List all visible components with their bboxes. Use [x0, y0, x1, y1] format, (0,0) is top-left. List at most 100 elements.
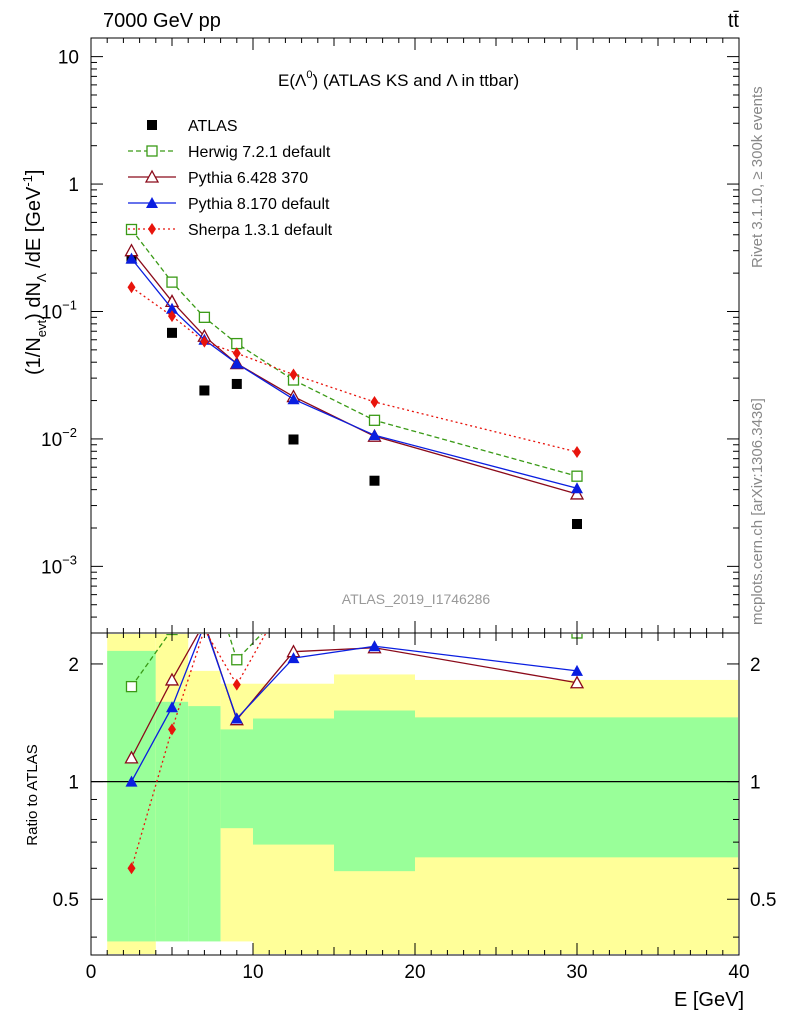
- ratio-y-tick-label-right: 0.5: [750, 890, 776, 911]
- ratio-point: [230, 712, 243, 724]
- plot-title: E(Λ0) (ATLAS KS and Λ in ttbar): [278, 69, 519, 90]
- ratio-point: [571, 664, 583, 676]
- header-collision: 7000 GeV pp: [103, 10, 221, 32]
- data-point: [289, 368, 298, 381]
- series-atlas: [126, 253, 582, 530]
- y-tick-label: 10−2: [41, 425, 77, 451]
- data-point: [167, 327, 177, 338]
- data-point: [573, 445, 581, 458]
- ratio-point: [125, 680, 138, 693]
- ratio-point: [289, 596, 299, 606]
- stat-band: [188, 706, 221, 942]
- ratio-point: [164, 672, 180, 686]
- series-line: [130, 229, 578, 477]
- series-herwig-7-2-1-default: [125, 223, 583, 482]
- data-point: [571, 470, 583, 482]
- stat-band: [155, 701, 189, 942]
- ratio-line: [130, 634, 263, 687]
- series-line: [130, 250, 578, 495]
- stat-band: [220, 729, 253, 829]
- ratio-point: [232, 678, 241, 691]
- data-point: [571, 482, 583, 494]
- ratio-y-tick-label-right: 2: [750, 655, 761, 676]
- series-line: [130, 258, 578, 489]
- y-tick-label: 10−3: [41, 552, 77, 578]
- data-point: [368, 414, 381, 426]
- ratio-point: [290, 578, 298, 590]
- y-axis-label: (1/Nevt) dNΛ /dE [GeV-1]: [20, 170, 49, 375]
- ratio-point: [371, 536, 379, 548]
- x-axis-label: E [GeV]: [674, 989, 744, 1011]
- ratio-point: [168, 723, 176, 736]
- data-point: [198, 311, 211, 323]
- ratio-series-herwig-7-2-1-default: [125, 550, 583, 693]
- ratio-point: [573, 554, 581, 566]
- legend-label: Pythia 8.170 default: [188, 196, 330, 213]
- data-point: [200, 335, 209, 348]
- ratio-series-pythia-8-170-default: [125, 634, 583, 787]
- series-pythia-6-428-370: [124, 243, 585, 500]
- rivet-version-label: Rivet 3.1.10, ≥ 300k events: [749, 86, 766, 268]
- ratio-y-tick-label: 0.5: [53, 890, 79, 911]
- analysis-watermark: ATLAS_2019_I1746286: [342, 591, 491, 607]
- series-pythia-8-170-default: [125, 252, 583, 494]
- x-tick-label: 0: [86, 962, 97, 983]
- ratio-point: [124, 750, 139, 764]
- series-sherpa-1-3-1-default: [127, 281, 581, 458]
- x-tick-label: 40: [728, 962, 749, 983]
- stat-band: [334, 710, 415, 872]
- legend-label: Sherpa 1.3.1 default: [188, 222, 333, 239]
- legend-marker: [146, 145, 158, 157]
- legend: ATLAS Herwig 7.2.1 default Pythia 6.428 37…: [128, 118, 333, 239]
- data-point: [232, 347, 241, 360]
- legend-label: Herwig 7.2.1 default: [188, 144, 331, 161]
- data-point: [369, 475, 380, 486]
- ratio-point: [198, 617, 210, 628]
- legend-marker: [144, 169, 160, 183]
- legend-label: ATLAS: [188, 118, 238, 135]
- data-point: [230, 357, 243, 369]
- upper-panel: 10 1 10−1 10−2 10−3 E(Λ0) (ATLAS KS and Λ in…: [20, 37, 740, 634]
- ratio-y-tick-label-right: 1: [750, 773, 761, 794]
- data-point: [166, 276, 178, 288]
- series-line: [131, 286, 578, 453]
- data-point: [569, 486, 585, 500]
- legend-entry-pythia-8-170-default: Pythia 8.170 default: [128, 196, 330, 213]
- data-point: [288, 434, 299, 445]
- ratio-series-sherpa-1-3-1-default: [127, 536, 581, 875]
- y-tick-label: 1: [68, 175, 79, 196]
- x-tick-label: 20: [404, 962, 425, 983]
- data-point: [231, 337, 243, 350]
- ratio-point: [166, 701, 178, 713]
- stat-band: [107, 650, 156, 942]
- mcplots-reference-label: mcplots.cern.ch [arXiv:1306.3436]: [749, 398, 766, 625]
- data-point: [127, 281, 136, 294]
- ratio-point: [127, 862, 136, 875]
- ratio-point: [125, 775, 138, 787]
- y-tick-label: 10: [58, 48, 79, 69]
- data-point: [370, 395, 379, 408]
- data-point: [287, 393, 300, 405]
- data-point: [368, 429, 381, 441]
- legend-marker: [146, 197, 158, 208]
- data-point: [199, 385, 210, 396]
- ratio-point: [231, 654, 243, 666]
- x-tick-label: 10: [242, 962, 263, 983]
- legend-marker: [148, 223, 156, 235]
- ratio-point: [569, 675, 585, 689]
- y-tick-label: 10−1: [41, 297, 77, 323]
- data-point: [231, 378, 242, 389]
- ratio-point: [287, 652, 300, 664]
- data-point: [572, 519, 582, 530]
- data-point: [125, 223, 138, 236]
- x-tick-label: 30: [566, 962, 587, 983]
- header-process: tt̄: [728, 10, 740, 32]
- ratio-point: [199, 550, 209, 560]
- data-point: [166, 302, 178, 314]
- ratio-panel: 0.5 0.51 12 20 10 20 30 40 Ratio to ATLAS E [Ge…: [24, 536, 776, 1011]
- ratio-y-axis-label: Ratio to ATLAS: [24, 744, 41, 845]
- ratio-point: [368, 640, 381, 652]
- legend-entry-pythia-6-428-370: Pythia 6.428 370: [128, 169, 308, 187]
- ratio-y-tick-label: 2: [68, 655, 79, 676]
- stat-band: [415, 717, 738, 858]
